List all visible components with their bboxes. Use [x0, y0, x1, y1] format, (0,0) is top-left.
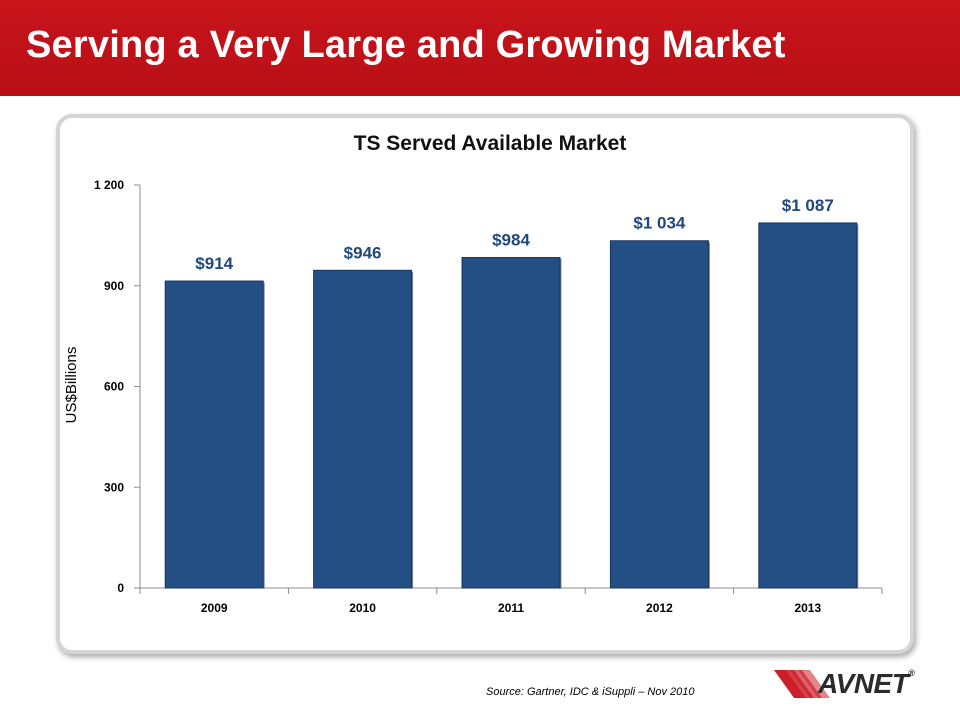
source-note: Source: Gartner, IDC & iSuppli – Nov 201… — [486, 686, 695, 698]
slide-title: Serving a Very Large and Growing Market — [26, 24, 786, 66]
bars: $914 $946 $984 $1 034 $1 087 — [164, 196, 859, 589]
x-tick-label: 2013 — [794, 601, 821, 615]
y-tick-label: 600 — [104, 380, 124, 394]
x-tick-label: 2010 — [349, 601, 376, 615]
bar-2010 — [313, 269, 413, 589]
bar-value-label: $1 087 — [782, 196, 834, 215]
bar-value-label: $984 — [492, 231, 530, 250]
bar-value-label: $914 — [195, 254, 233, 273]
title-bar: Serving a Very Large and Growing Market — [0, 0, 960, 96]
x-tick-label: 2011 — [498, 601, 524, 615]
x-tick-label: 2012 — [646, 601, 673, 615]
x-tick-label: 2009 — [201, 601, 228, 615]
y-tick-label: 0 — [117, 581, 124, 595]
y-axis-title: US$Billions — [63, 347, 80, 424]
avnet-chevron-icon — [774, 670, 830, 698]
y-tick-label: 900 — [104, 279, 124, 293]
bar-2013 — [758, 222, 858, 589]
bar-2012 — [609, 240, 709, 589]
bar-value-label: $946 — [344, 243, 382, 262]
y-tick-label: 1 200 — [94, 178, 124, 192]
avnet-logo: AVNET® — [772, 660, 940, 708]
bar-2009 — [164, 280, 264, 589]
y-tick-label: 300 — [104, 480, 124, 494]
logo-text: AVNET® — [818, 668, 915, 699]
bar-2011 — [461, 257, 561, 589]
bar-value-label: $1 034 — [633, 214, 686, 233]
chart-title: TS Served Available Market — [354, 132, 627, 155]
